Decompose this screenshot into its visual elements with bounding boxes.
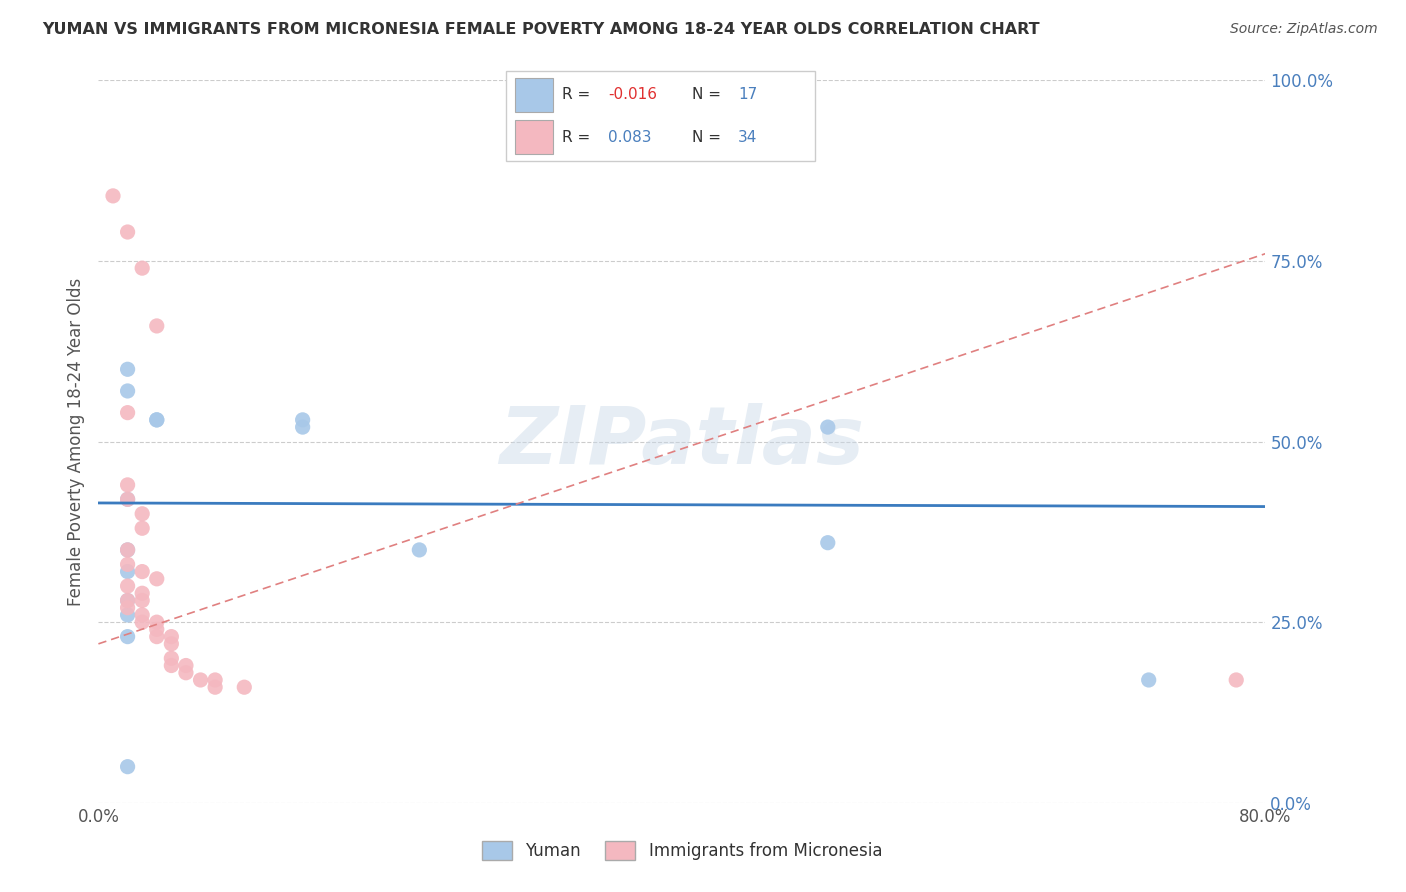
Point <box>160 651 183 665</box>
Point <box>117 630 139 644</box>
Point <box>117 579 139 593</box>
Point <box>117 362 139 376</box>
Point <box>174 658 197 673</box>
Point <box>131 507 153 521</box>
Text: 34: 34 <box>738 130 758 145</box>
Point <box>174 665 197 680</box>
Point <box>291 413 314 427</box>
Point <box>146 318 169 333</box>
Point <box>117 607 139 622</box>
Point <box>117 542 139 557</box>
Point <box>117 492 139 507</box>
FancyBboxPatch shape <box>516 120 553 154</box>
Point <box>291 420 314 434</box>
Point <box>117 593 139 607</box>
Point <box>160 637 183 651</box>
Point <box>233 680 256 694</box>
Point <box>117 406 139 420</box>
Point <box>146 623 169 637</box>
Text: ZIPatlas: ZIPatlas <box>499 402 865 481</box>
Point <box>117 542 139 557</box>
Point <box>160 658 183 673</box>
Point <box>1137 673 1160 687</box>
Point <box>117 760 139 774</box>
Point <box>817 420 839 434</box>
Point <box>190 673 212 687</box>
Point <box>160 630 183 644</box>
Point <box>1225 673 1247 687</box>
Point <box>117 565 139 579</box>
Text: R =: R = <box>562 87 595 102</box>
Point <box>146 630 169 644</box>
Text: YUMAN VS IMMIGRANTS FROM MICRONESIA FEMALE POVERTY AMONG 18-24 YEAR OLDS CORRELA: YUMAN VS IMMIGRANTS FROM MICRONESIA FEMA… <box>42 22 1040 37</box>
Point <box>817 535 839 549</box>
Point <box>117 600 139 615</box>
Text: 0.083: 0.083 <box>609 130 652 145</box>
FancyBboxPatch shape <box>506 71 815 161</box>
Point <box>146 413 169 427</box>
Point <box>204 673 226 687</box>
Point <box>131 261 153 276</box>
Point <box>131 593 153 607</box>
Point <box>204 680 226 694</box>
Legend: Yuman, Immigrants from Micronesia: Yuman, Immigrants from Micronesia <box>475 834 889 867</box>
Point <box>146 615 169 630</box>
Point <box>408 542 430 557</box>
Point <box>117 225 139 239</box>
Text: Source: ZipAtlas.com: Source: ZipAtlas.com <box>1230 22 1378 37</box>
FancyBboxPatch shape <box>516 78 553 112</box>
Text: R =: R = <box>562 130 595 145</box>
Y-axis label: Female Poverty Among 18-24 Year Olds: Female Poverty Among 18-24 Year Olds <box>66 277 84 606</box>
Point <box>117 492 139 507</box>
Point <box>146 572 169 586</box>
Text: -0.016: -0.016 <box>609 87 657 102</box>
Point <box>117 478 139 492</box>
Point <box>146 413 169 427</box>
Text: N =: N = <box>692 130 725 145</box>
Point <box>101 189 124 203</box>
Point <box>131 565 153 579</box>
Text: N =: N = <box>692 87 725 102</box>
Point <box>117 558 139 572</box>
Point <box>131 607 153 622</box>
Text: 17: 17 <box>738 87 758 102</box>
Point <box>131 521 153 535</box>
Point <box>131 586 153 600</box>
Point <box>117 593 139 607</box>
Point <box>117 384 139 398</box>
Point <box>131 615 153 630</box>
